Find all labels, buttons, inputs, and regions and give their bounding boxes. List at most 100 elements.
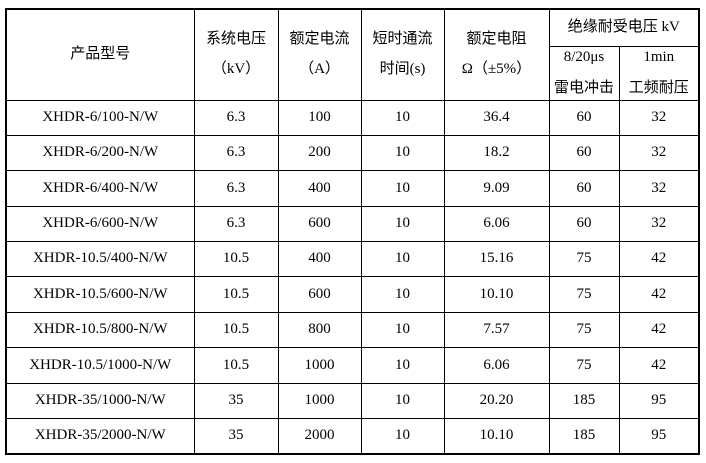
table-row: XHDR-6/200-N/W 6.3 200 10 18.2 60 32: [5, 134, 700, 172]
cell-powerfreq: 32: [618, 134, 700, 172]
column-header-model-label: 产品型号: [70, 45, 131, 62]
cell-lightning: 60: [548, 205, 620, 243]
cell-time: 10: [360, 134, 445, 172]
column-header-voltage-label: 系统电压: [205, 30, 266, 47]
cell-model: XHDR-35/2000-N/W: [5, 418, 195, 455]
cell-voltage: 10.5: [193, 276, 279, 313]
table-row: XHDR-35/1000-N/W 35 1000 10 20.20 185 95: [5, 382, 700, 420]
cell-powerfreq: 95: [618, 382, 700, 420]
cell-time: 10: [360, 382, 445, 420]
column-header-insulation-group: 绝缘耐受电压 kV: [548, 8, 700, 47]
column-header-lightning-waveform: 8/20μs: [563, 49, 605, 65]
cell-time: 10: [360, 347, 445, 384]
cell-resistance: 10.10: [443, 276, 550, 313]
cell-time: 10: [360, 418, 445, 455]
cell-time: 10: [360, 205, 445, 243]
table-row: XHDR-35/2000-N/W 35 2000 10 10.10 185 95: [5, 418, 700, 455]
cell-current: 200: [277, 134, 362, 172]
cell-model: XHDR-10.5/600-N/W: [5, 276, 195, 313]
cell-model: XHDR-10.5/800-N/W: [5, 311, 195, 349]
cell-lightning: 60: [548, 170, 620, 207]
column-header-time-unit: 时间(s): [379, 61, 426, 78]
column-header-current: 额定电流 （A）: [277, 8, 362, 101]
cell-model: XHDR-35/1000-N/W: [5, 382, 195, 420]
header-row-sub: 8/20μs 雷电冲击 1min 工频耐压: [6, 46, 700, 101]
column-header-resistance: 额定电阻 Ω（±5%）: [443, 8, 550, 101]
cell-model: XHDR-6/200-N/W: [5, 134, 195, 172]
cell-powerfreq: 32: [618, 170, 700, 207]
column-header-voltage-unit: （kV）: [211, 61, 261, 78]
cell-resistance: 18.2: [443, 134, 550, 172]
cell-current: 100: [277, 99, 362, 136]
header-row-group: 产品型号 系统电压 （kV） 额定电流 （A） 短时通流 时间(s) 额定电阻 …: [5, 8, 700, 101]
cell-time: 10: [360, 311, 445, 349]
cell-resistance: 36.4: [443, 99, 550, 136]
cell-powerfreq: 42: [618, 241, 700, 278]
cell-lightning: 75: [548, 241, 620, 278]
table-header: 产品型号 系统电压 （kV） 额定电流 （A） 短时通流 时间(s) 额定电阻 …: [5, 8, 700, 101]
cell-time: 10: [360, 170, 445, 207]
table-row: XHDR-6/100-N/W 6.3 100 10 36.4 60 32: [5, 99, 700, 136]
cell-lightning: 75: [548, 311, 620, 349]
cell-model: XHDR-6/100-N/W: [5, 99, 195, 136]
table-row: XHDR-10.5/400-N/W 10.5 400 10 15.16 75 4…: [5, 241, 700, 278]
table-row: XHDR-10.5/1000-N/W 10.5 1000 10 6.06 75 …: [5, 347, 700, 384]
column-header-lightning-label: 雷电冲击: [553, 79, 614, 96]
cell-voltage: 10.5: [193, 347, 279, 384]
cell-powerfreq: 95: [618, 418, 700, 455]
cell-powerfreq: 42: [618, 311, 700, 349]
cell-resistance: 6.06: [443, 205, 550, 243]
table-row: XHDR-6/400-N/W 6.3 400 10 9.09 60 32: [5, 170, 700, 207]
column-header-current-unit: （A）: [299, 61, 340, 78]
cell-powerfreq: 42: [618, 347, 700, 384]
cell-time: 10: [360, 241, 445, 278]
column-header-model: 产品型号: [5, 8, 195, 101]
column-header-time: 短时通流 时间(s): [360, 8, 445, 101]
cell-resistance: 20.20: [443, 382, 550, 420]
cell-resistance: 7.57: [443, 311, 550, 349]
cell-resistance: 10.10: [443, 418, 550, 455]
column-header-resistance-unit: Ω（±5%）: [461, 61, 532, 78]
cell-voltage: 6.3: [193, 170, 279, 207]
cell-voltage: 35: [193, 418, 279, 455]
cell-model: XHDR-6/600-N/W: [5, 205, 195, 243]
column-header-resistance-label: 额定电阻: [466, 30, 527, 47]
cell-lightning: 185: [548, 382, 620, 420]
column-header-powerfreq-duration: 1min: [643, 49, 675, 65]
cell-lightning: 75: [548, 347, 620, 384]
cell-powerfreq: 42: [618, 276, 700, 313]
column-header-powerfreq-label: 工频耐压: [628, 79, 689, 96]
column-header-voltage: 系统电压 （kV）: [193, 8, 279, 101]
column-header-lightning-impulse: 8/20μs 雷电冲击: [548, 46, 620, 101]
cell-model: XHDR-10.5/1000-N/W: [5, 347, 195, 384]
cell-resistance: 9.09: [443, 170, 550, 207]
cell-powerfreq: 32: [618, 99, 700, 136]
column-header-power-frequency: 1min 工频耐压: [618, 46, 700, 101]
table-row: XHDR-10.5/600-N/W 10.5 600 10 10.10 75 4…: [5, 276, 700, 313]
table-row: XHDR-6/600-N/W 6.3 600 10 6.06 60 32: [5, 205, 700, 243]
cell-current: 600: [277, 276, 362, 313]
cell-powerfreq: 32: [618, 205, 700, 243]
cell-current: 2000: [277, 418, 362, 455]
cell-time: 10: [360, 276, 445, 313]
table-body: XHDR-6/100-N/W 6.3 100 10 36.4 60 32 XHD…: [5, 99, 700, 455]
cell-current: 1000: [277, 347, 362, 384]
cell-lightning: 75: [548, 276, 620, 313]
cell-voltage: 35: [193, 382, 279, 420]
cell-voltage: 6.3: [193, 99, 279, 136]
cell-lightning: 60: [548, 134, 620, 172]
cell-lightning: 60: [548, 99, 620, 136]
cell-model: XHDR-10.5/400-N/W: [5, 241, 195, 278]
cell-model: XHDR-6/400-N/W: [5, 170, 195, 207]
cell-current: 400: [277, 241, 362, 278]
cell-voltage: 6.3: [193, 205, 279, 243]
cell-resistance: 6.06: [443, 347, 550, 384]
column-header-current-label: 额定电流: [289, 30, 350, 47]
spec-table-container: 产品型号 系统电压 （kV） 额定电流 （A） 短时通流 时间(s) 额定电阻 …: [5, 8, 700, 455]
cell-current: 800: [277, 311, 362, 349]
cell-current: 600: [277, 205, 362, 243]
cell-lightning: 185: [548, 418, 620, 455]
product-spec-table: 产品型号 系统电压 （kV） 额定电流 （A） 短时通流 时间(s) 额定电阻 …: [5, 8, 700, 455]
cell-current: 1000: [277, 382, 362, 420]
cell-voltage: 10.5: [193, 241, 279, 278]
